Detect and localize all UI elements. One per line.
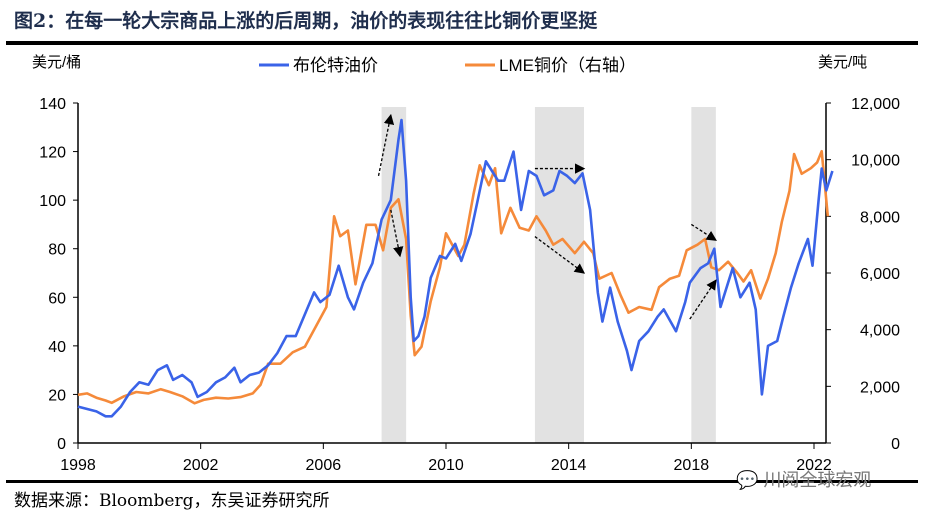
series-line-brent	[77, 118, 834, 418]
annotation-arrow-0	[377, 113, 395, 176]
left-tick-label: 20	[48, 387, 66, 404]
left-tick-label: 140	[39, 96, 66, 113]
x-tick-label: 2010	[428, 457, 464, 474]
watermark-text: 川阅全球宏观	[763, 470, 872, 490]
shaded-period-1	[534, 107, 584, 443]
right-tick-label: 8,000	[860, 209, 900, 226]
annotation-arrow-5	[689, 279, 717, 320]
source-note: 数据来源：Bloomberg，东吴证券研究所	[14, 491, 330, 511]
shaded-period-0	[381, 107, 407, 443]
right-tick-label: 4,000	[860, 323, 900, 340]
x-tick-label: 1998	[60, 457, 96, 474]
wechat-icon: 💬	[736, 470, 759, 490]
figure-title: 图2：在每一轮大宗商品上涨的后周期，油价的表现往往比铜价更坚挺	[14, 10, 598, 32]
series-line-copper	[77, 149, 830, 405]
right-tick-label: 2,000	[860, 379, 900, 396]
legend-label-0: 布伦特油价	[293, 56, 378, 75]
watermark: 💬 川阅全球宏观	[736, 466, 871, 492]
x-tick-label: 2018	[674, 457, 710, 474]
x-tick-label: 2002	[183, 457, 219, 474]
annotation-arrow-1	[390, 209, 404, 258]
legend-label-1: LME铜价（右轴）	[499, 56, 636, 75]
annotation-arrow-3	[534, 236, 586, 274]
left-tick-label: 60	[48, 290, 66, 307]
right-axis-unit: 美元/吨	[818, 54, 867, 71]
right-tick-label: 12,000	[851, 96, 900, 113]
right-tick-label: 0	[891, 436, 900, 453]
x-tick-label: 2022	[796, 457, 832, 474]
left-tick-label: 0	[57, 436, 66, 453]
left-tick-label: 80	[48, 242, 66, 259]
bottom-rule	[6, 480, 918, 483]
left-axis-unit: 美元/桶	[32, 54, 81, 71]
title-rule	[6, 41, 918, 45]
left-tick-label: 120	[39, 145, 66, 162]
right-tick-label: 6,000	[860, 266, 900, 283]
x-tick-label: 2014	[551, 457, 587, 474]
x-tick-label: 2006	[306, 457, 342, 474]
chart: 0 20 40 60 80 100 120 140 0 2,000 4,000 6,000 8,000 1…	[32, 54, 900, 474]
left-tick-label: 40	[48, 339, 66, 356]
right-tick-label: 10,000	[851, 153, 900, 170]
left-tick-label: 100	[39, 193, 66, 210]
